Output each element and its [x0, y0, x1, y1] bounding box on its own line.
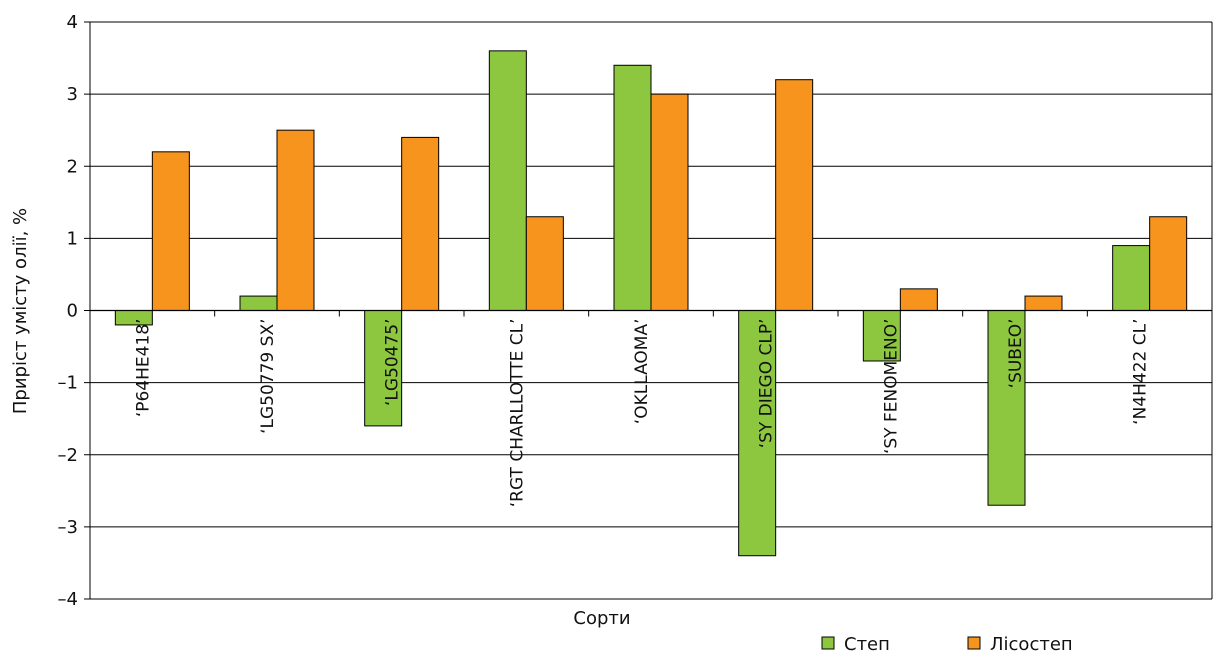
- legend-label-step: Степ: [844, 634, 890, 655]
- bar-lisostep: [525, 216, 564, 311]
- category-label: ‘LG50475’: [383, 319, 403, 407]
- bar-step: [738, 310, 777, 557]
- axes: [89, 22, 1213, 600]
- bar-step: [488, 50, 527, 311]
- category-label: ‘P64HE418’: [133, 319, 153, 418]
- category-label: ‘SUBEO’: [1006, 319, 1026, 389]
- y-tick-label: 1: [67, 228, 78, 249]
- category-label: ‘RGT CHARLLOTTE CL’: [507, 319, 527, 508]
- y-axis-title: Приріст умісту олії, %: [10, 208, 31, 414]
- bar-step: [1112, 245, 1151, 311]
- legend-swatch-step: [821, 636, 835, 650]
- bar-lisostep: [775, 79, 814, 311]
- y-tick-labels: 4 3 2 1 0 –1 –2 –3 –4: [58, 12, 78, 610]
- bar-step: [613, 64, 652, 312]
- y-tick-label: 0: [67, 301, 78, 322]
- bar-lisostep: [899, 288, 938, 311]
- legend-swatch-lisostep: [967, 636, 981, 650]
- legend-label-lisostep: Лісостеп: [990, 634, 1073, 655]
- bar-lisostep: [1024, 295, 1063, 312]
- x-axis-title: Сорти: [573, 608, 630, 629]
- category-label: ‘OKLLAOMA’: [632, 319, 652, 425]
- y-tick-label: –2: [58, 445, 78, 466]
- bar-lisostep: [650, 93, 689, 311]
- category-label: ‘LG50779 SX’: [258, 319, 278, 434]
- y-tick-label: –4: [58, 589, 78, 610]
- bar-step: [364, 310, 403, 427]
- y-tick-label: –3: [58, 517, 78, 538]
- bar-lisostep: [276, 129, 315, 311]
- category-label: ‘N4H422 CL’: [1131, 319, 1151, 425]
- category-label: ‘SY FENOMENO’: [881, 319, 901, 455]
- bar-lisostep: [151, 151, 190, 311]
- y-tick-label: 2: [67, 156, 78, 177]
- category-labels: ‘P64HE418’ ‘LG50779 SX’ ‘LG50475’ ‘RGT CHAR…: [133, 319, 1150, 508]
- y-tick-label: 4: [67, 12, 78, 33]
- bar-lisostep: [1149, 216, 1188, 311]
- y-tick-label: 3: [67, 84, 78, 105]
- bar-lisostep: [401, 136, 440, 311]
- bars: [114, 50, 1188, 557]
- category-label: ‘SY DIEGO CLP’: [757, 319, 777, 449]
- y-tick-label: –1: [58, 373, 78, 394]
- bar-step: [239, 295, 278, 312]
- legend: Степ Лісостеп: [821, 634, 1073, 655]
